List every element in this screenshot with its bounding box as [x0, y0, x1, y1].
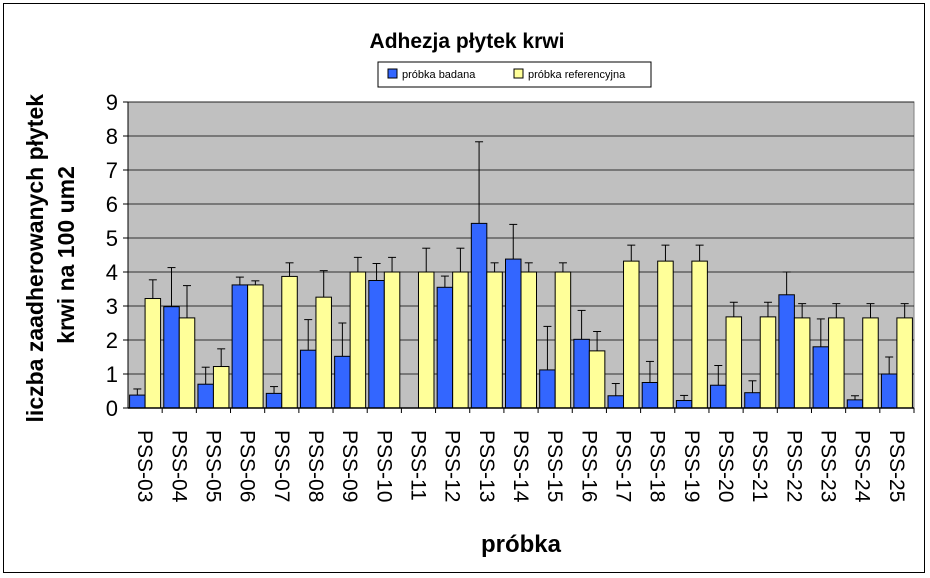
bar-series-2 — [828, 317, 845, 409]
bar-series-1 — [436, 286, 454, 409]
bar-series-1 — [299, 349, 317, 409]
y-tick-label: 1 — [106, 362, 118, 387]
x-tick-label: PSS-19 — [680, 430, 703, 502]
x-tick-label: PSS-12 — [441, 430, 464, 502]
x-tick-label: PSS-23 — [817, 430, 840, 502]
y-axis-ticks: 0 1 2 3 4 5 6 7 8 9 — [106, 90, 128, 421]
y-tick-label: 9 — [106, 90, 118, 115]
x-tick-label: PSS-04 — [167, 430, 190, 503]
y-axis-label-line-1: liczba zaadherowanych płytek — [22, 94, 48, 423]
bar-series-1 — [641, 382, 659, 409]
bar-series-2 — [623, 260, 640, 409]
y-tick-label: 5 — [106, 226, 118, 251]
y-tick-label: 6 — [106, 192, 118, 217]
x-tick-label: PSS-13 — [475, 430, 498, 502]
x-tick-label: PSS-14 — [509, 430, 532, 503]
bar-series-1 — [470, 222, 488, 409]
bar-series-1 — [231, 284, 249, 409]
bar-series-1 — [334, 355, 351, 409]
x-axis-ticks: PSS-03 PSS-04 PSS-05 PSS-06 PSS-07 PSS-08 PSS-… — [133, 408, 915, 503]
bar-series-1 — [607, 395, 625, 409]
bar-series-2 — [793, 317, 811, 409]
x-tick-label: PSS-21 — [748, 430, 771, 502]
x-tick-label: PSS-08 — [304, 430, 327, 502]
bars — [129, 222, 913, 409]
bar-series-2 — [417, 271, 435, 409]
legend-label-series-1: próbka badana — [402, 69, 476, 81]
x-tick-label: PSS-06 — [236, 430, 259, 502]
legend-label-series-2: próbka referencyjna — [528, 69, 626, 81]
bar-series-2 — [862, 317, 879, 409]
bar-series-1 — [505, 258, 522, 409]
error-bars — [133, 141, 909, 401]
legend-swatch-series-1 — [387, 68, 398, 79]
x-tick-label: PSS-17 — [612, 430, 635, 502]
x-tick-label: PSS-10 — [372, 430, 395, 502]
legend: próbka badana próbka referencyjna — [377, 61, 652, 88]
x-tick-label: PSS-16 — [577, 430, 600, 502]
y-axis-label-line-2: krwi na 100 um2 — [53, 166, 79, 344]
x-tick-label: PSS-18 — [646, 430, 669, 502]
y-tick-label: 4 — [106, 260, 118, 285]
chart-title: Adhezja płytek krwi — [370, 30, 565, 53]
x-tick-label: PSS-25 — [885, 430, 908, 502]
bar-series-2 — [588, 350, 606, 409]
bar-series-2 — [349, 271, 367, 409]
y-tick-label: 2 — [106, 328, 118, 353]
bar-series-2 — [212, 366, 230, 409]
bar-series-1 — [778, 294, 795, 409]
x-tick-label: PSS-11 — [406, 430, 429, 501]
bar-series-1 — [163, 306, 180, 409]
bar-series-1 — [265, 392, 283, 409]
y-tick-label: 0 — [106, 396, 118, 421]
bar-series-1 — [675, 400, 693, 409]
y-tick-label: 3 — [106, 294, 118, 319]
bar-series-2 — [554, 271, 572, 409]
y-tick-label: 8 — [106, 124, 118, 149]
bar-series-2 — [247, 284, 264, 409]
x-axis-label: próbka — [481, 531, 562, 558]
bar-series-2 — [520, 271, 537, 409]
x-tick-label: PSS-05 — [201, 430, 224, 502]
bar-series-1 — [129, 394, 146, 409]
bar-series-1 — [368, 280, 385, 409]
bar-series-1 — [846, 399, 864, 409]
bar-series-1 — [880, 373, 898, 409]
bar-series-2 — [144, 298, 162, 409]
bar-series-2 — [315, 296, 332, 409]
legend-swatch-series-2 — [513, 68, 524, 79]
x-tick-label: PSS-07 — [270, 430, 293, 502]
bar-series-1 — [812, 346, 830, 409]
bar-series-2 — [657, 260, 674, 409]
x-tick-label: PSS-15 — [543, 430, 566, 502]
x-tick-label: PSS-20 — [714, 430, 737, 502]
bar-series-2 — [896, 317, 913, 409]
bar-series-2 — [178, 317, 196, 409]
bar-series-1 — [744, 392, 761, 409]
x-tick-label: PSS-09 — [338, 430, 361, 502]
bar-series-1 — [539, 369, 556, 409]
bar-series-2 — [452, 271, 469, 409]
y-tick-label: 7 — [106, 158, 118, 183]
bar-series-2 — [725, 316, 743, 409]
bar-series-1 — [573, 338, 590, 409]
bar-series-2 — [759, 316, 777, 409]
x-tick-label: PSS-22 — [782, 430, 805, 502]
bar-series-2 — [486, 271, 503, 409]
x-tick-label: PSS-03 — [133, 430, 156, 502]
bar-series-2 — [383, 271, 401, 409]
bar-series-2 — [281, 275, 298, 409]
bar-series-1 — [710, 384, 727, 409]
bar-series-2 — [691, 260, 708, 409]
y-axis-label: liczba zaadherowanych płytek krwi na 100… — [22, 88, 79, 423]
bar-series-1 — [197, 383, 214, 409]
x-tick-label: PSS-24 — [851, 430, 874, 503]
